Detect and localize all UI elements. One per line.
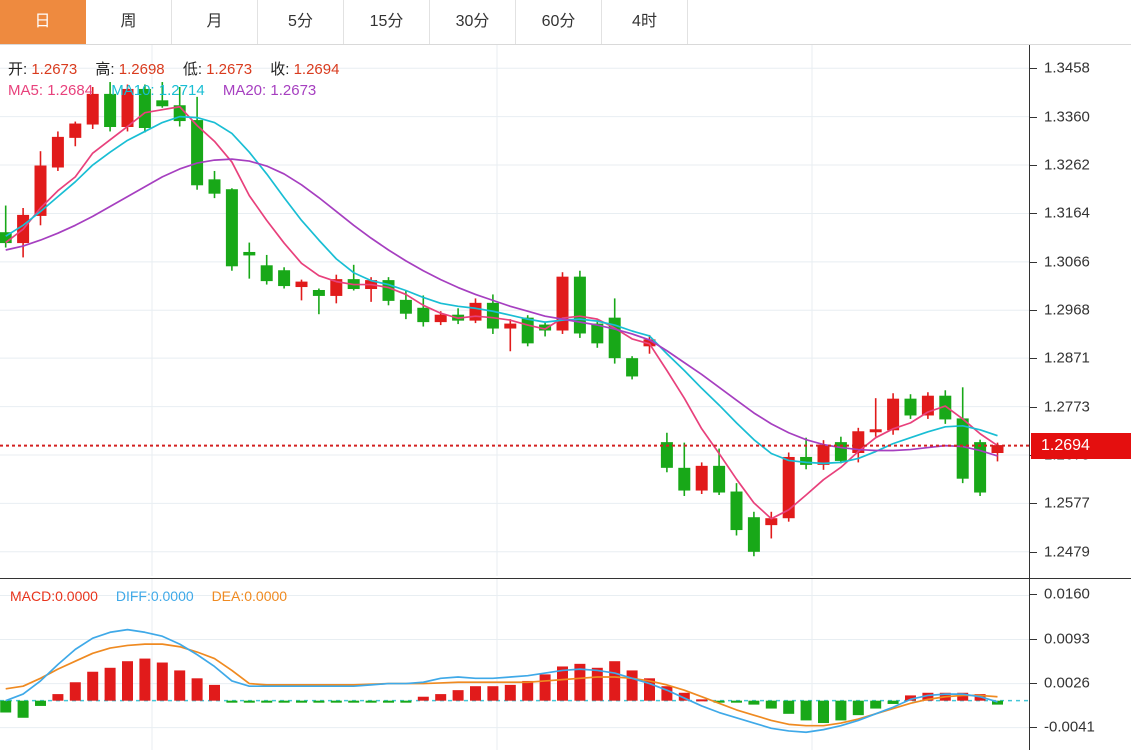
dea-label: DEA:	[211, 588, 245, 604]
price-axis-label: 1.2479	[1044, 543, 1090, 561]
moving-average-legend: MA5: 1.2684 MA10: 1.2714 MA20: 1.2673	[8, 82, 330, 99]
diff-label: DIFF:	[115, 588, 151, 604]
high-value: 1.2698	[118, 61, 165, 78]
open-label: 开:	[8, 61, 28, 78]
price-chart-pane[interactable]	[0, 45, 1029, 576]
ma10-value: 1.2714	[158, 82, 205, 99]
pane-separator	[1029, 578, 1131, 579]
macd-label: MACD:	[10, 588, 56, 604]
macd-chart-svg	[0, 579, 1029, 750]
ma20-value: 1.2673	[270, 82, 317, 99]
current-price-badge: 1.2694	[1031, 432, 1131, 459]
macd-chart-pane[interactable]	[0, 578, 1029, 751]
open-value: 1.2673	[31, 61, 78, 78]
tab-2[interactable]: 月	[172, 0, 258, 44]
price-axis-tick	[1030, 165, 1037, 167]
macd-axis-label: 0.0160	[1044, 585, 1090, 603]
ma20-line	[5, 158, 998, 457]
ma5-label: MA5:	[8, 82, 44, 99]
low-value: 1.2673	[206, 61, 253, 78]
price-axis-tick	[1030, 310, 1037, 312]
price-axis-label: 1.3066	[1044, 253, 1090, 271]
macd-histogram	[0, 658, 1003, 724]
tab-6[interactable]: 60分	[516, 0, 602, 44]
dea-value: 0.0000	[244, 588, 288, 604]
ma10-line	[5, 115, 998, 465]
candlestick-series	[0, 82, 1004, 557]
ohlc-legend: 开: 1.2673 高: 1.2698 低: 1.2673 收: 1.2694	[8, 58, 353, 79]
high-label: 高:	[95, 61, 115, 78]
macd-axis-tick	[1030, 726, 1037, 728]
macd-axis-label: -0.0041	[1044, 718, 1095, 736]
ma20-label: MA20:	[222, 82, 267, 99]
low-label: 低:	[182, 61, 202, 78]
close-value: 1.2694	[293, 61, 340, 78]
dea-line	[5, 643, 998, 727]
tab-0[interactable]: 日	[0, 0, 86, 44]
tab-4[interactable]: 15分	[344, 0, 430, 44]
price-axis-label: 1.2871	[1044, 349, 1090, 367]
macd-axis-label: 0.0093	[1044, 630, 1090, 647]
macd-axis-tick	[1030, 594, 1037, 596]
tab-3[interactable]: 5分	[258, 0, 344, 44]
price-chart-svg	[0, 45, 1029, 576]
ma5-line	[5, 105, 998, 520]
price-axis-label: 1.2968	[1044, 301, 1090, 319]
price-axis-tick	[1030, 213, 1037, 215]
timeframe-tabbar: 日周月 5分 15分 30分 60分 4时	[0, 0, 1131, 45]
price-axis-tick	[1030, 406, 1037, 408]
tab-7[interactable]: 4时	[602, 0, 688, 44]
price-axis-label: 1.3262	[1044, 156, 1090, 174]
price-axis-tick	[1030, 68, 1037, 70]
macd-value: 0.0000	[55, 588, 98, 604]
macd-axis-tick	[1030, 638, 1037, 640]
price-axis-label: 1.3458	[1044, 59, 1090, 77]
price-axis-label: 1.2577	[1044, 494, 1090, 512]
price-axis-tick	[1030, 358, 1037, 360]
diff-value: 0.0000	[150, 588, 194, 604]
price-axis-label: 1.2773	[1044, 398, 1090, 416]
close-label: 收:	[270, 61, 290, 78]
macd-axis-tick	[1030, 682, 1037, 684]
tab-1[interactable]: 周	[86, 0, 172, 44]
ma10-label: MA10:	[111, 82, 155, 99]
value-axis-pane: 1.3458 1.3360 1.3262 1.3164 1.3066 1.2968 1.28…	[1029, 45, 1131, 750]
macd-legend: MACD:0.0000 DIFF:0.0000 DEA:0.0000	[10, 588, 301, 604]
ma5-value: 1.2684	[47, 82, 94, 99]
tab-5[interactable]: 30分	[430, 0, 516, 44]
diff-line	[5, 628, 998, 734]
price-axis-tick	[1030, 261, 1037, 263]
price-axis-label: 1.3164	[1044, 204, 1090, 222]
price-axis-tick	[1030, 551, 1037, 553]
price-axis-tick	[1030, 116, 1037, 118]
macd-axis-label: 0.0026	[1044, 674, 1090, 692]
price-axis-label: 1.3360	[1044, 108, 1090, 126]
price-axis-tick	[1030, 503, 1037, 505]
